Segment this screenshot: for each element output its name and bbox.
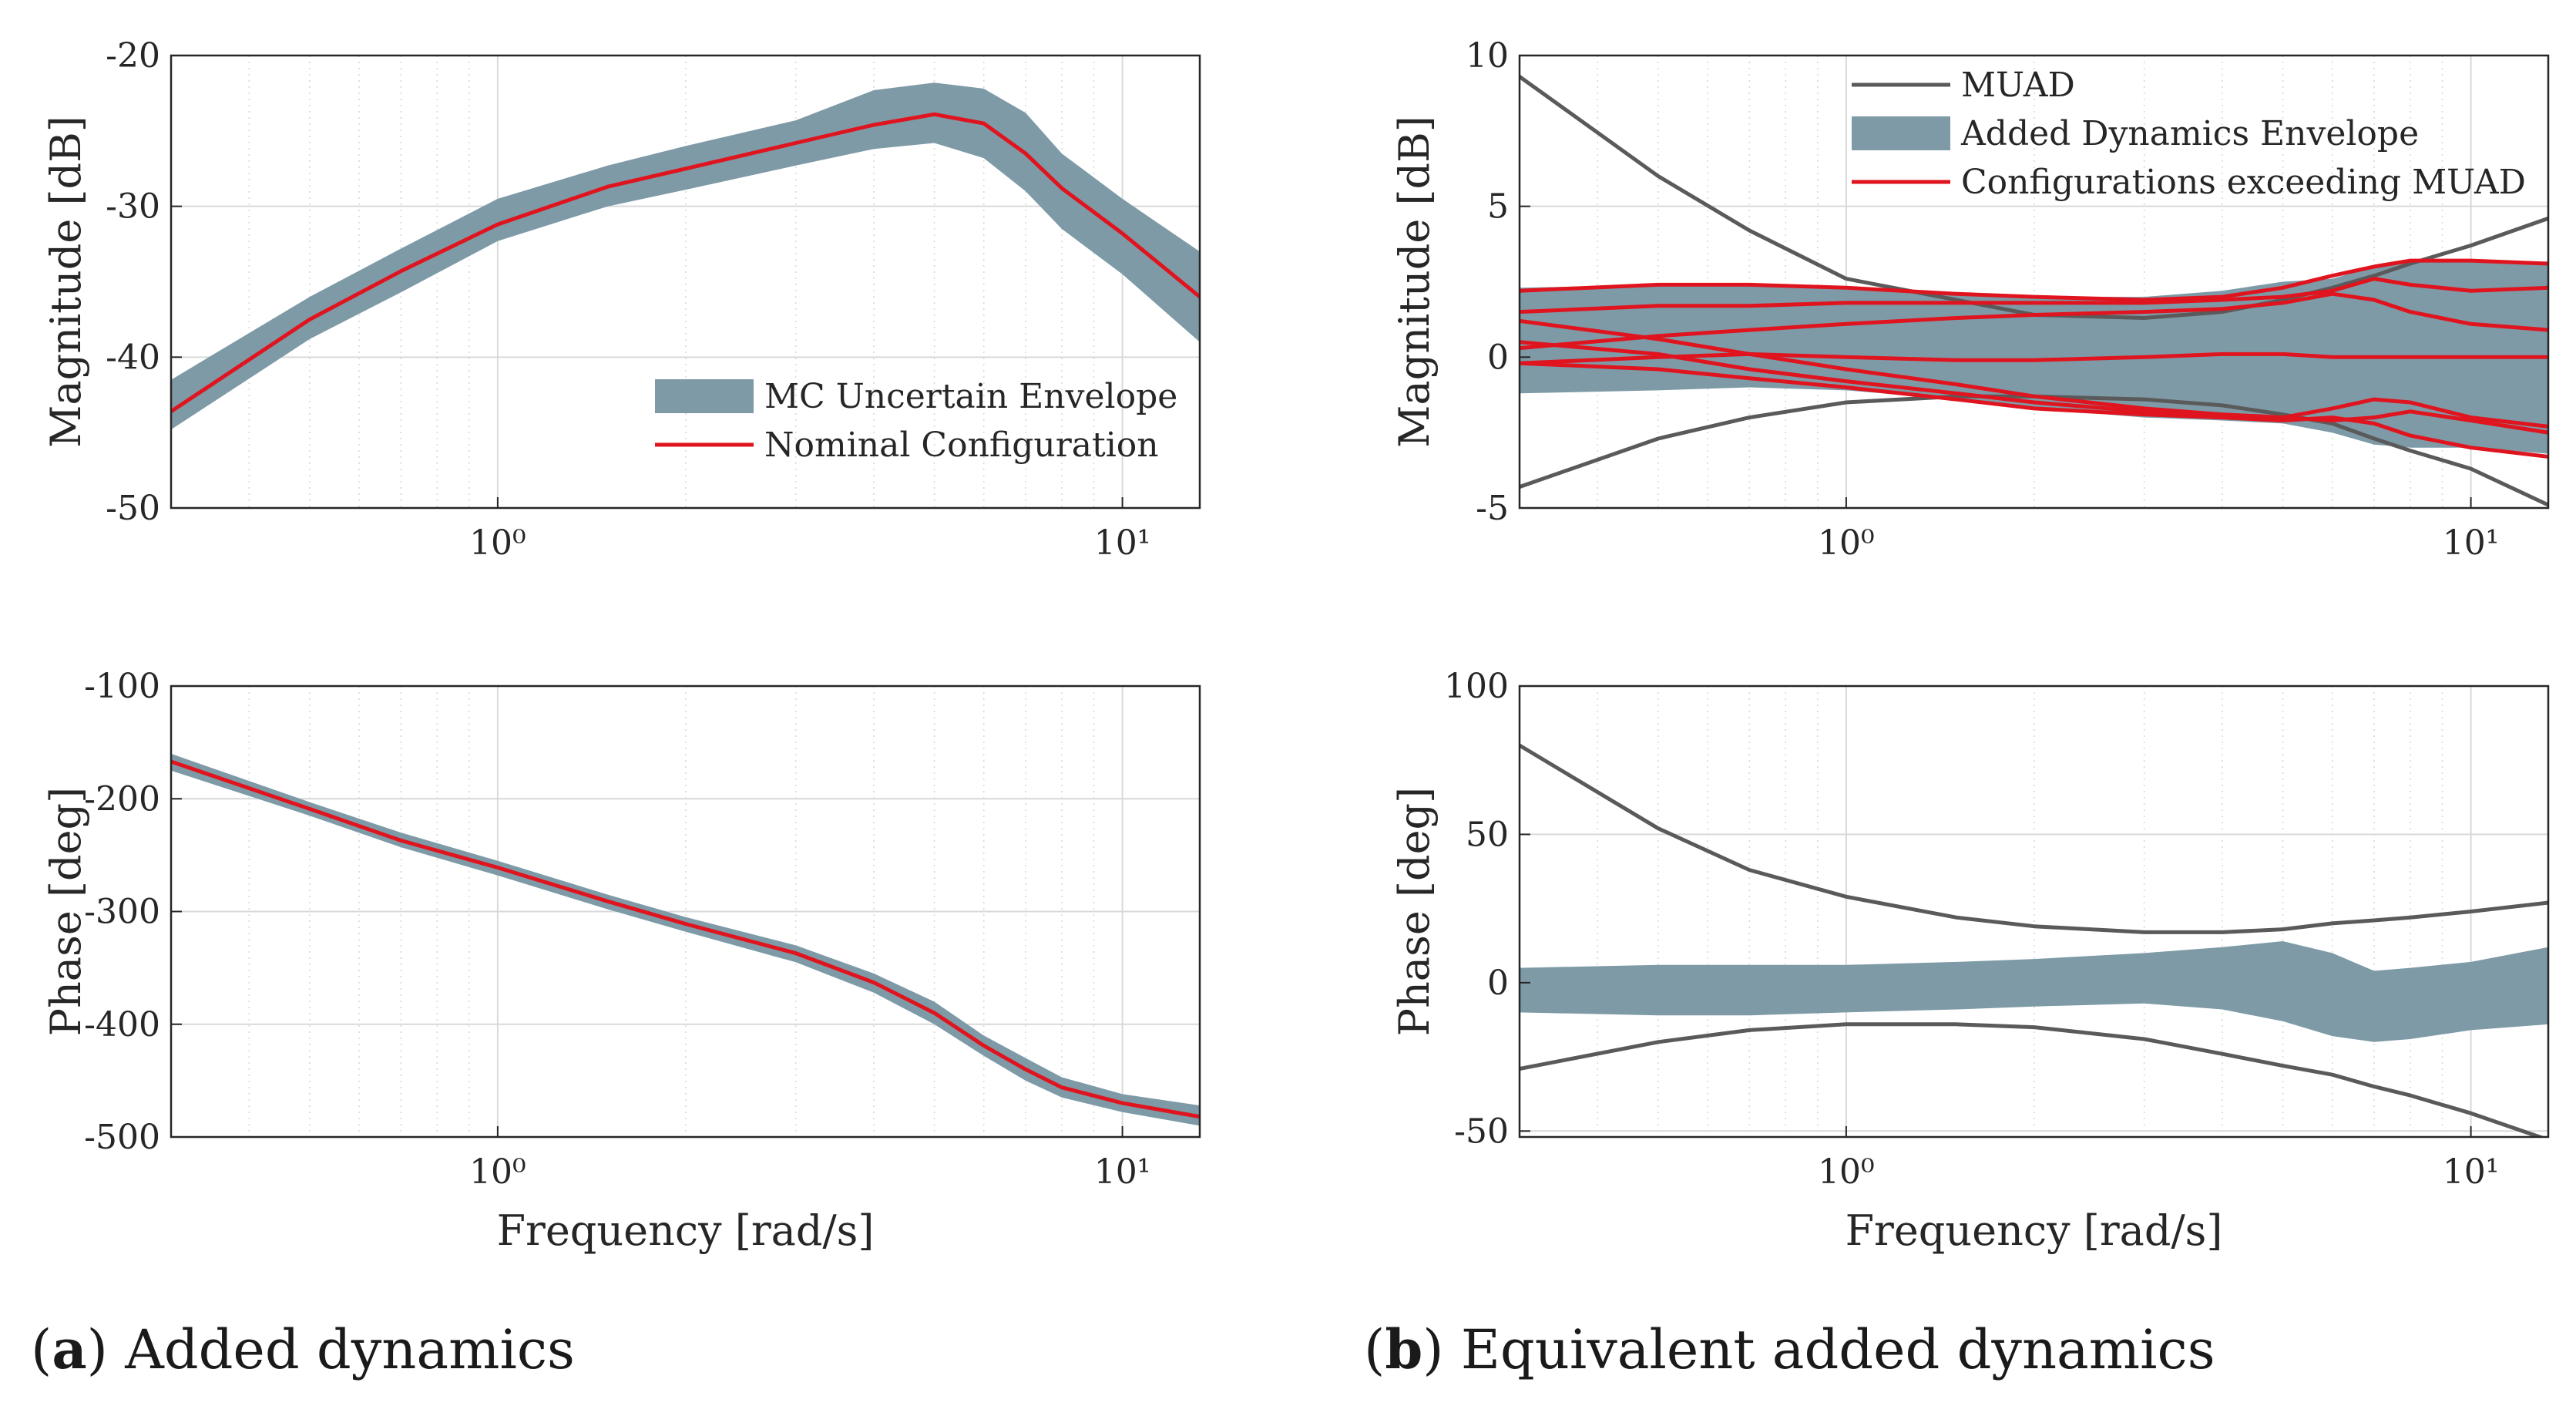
y-tick-label: 10 [1466,36,1509,76]
axes-box [170,54,1201,510]
y-tick-label: 0 [1487,338,1509,377]
caption-a-text: Added dynamics [124,1318,575,1381]
legend-label: Nominal Configuration [764,426,1159,465]
muad-line-0 [1520,74,2548,320]
y-tick-label: -300 [84,893,160,932]
series-line-4 [1520,277,2548,314]
legend: MUAD Added Dynamics Envelope Configuration… [1852,66,2526,202]
axes-box [1518,684,2550,1139]
x-tick-label: 10⁰ [469,523,526,563]
x-tick-label: 10⁰ [469,1152,526,1192]
y-tick-label: 5 [1487,187,1509,227]
y-tick-label: -50 [106,489,160,528]
caption-a-tag: a [52,1317,86,1381]
y-tick-label: -400 [84,1005,160,1044]
muad-line-1 [1520,1022,2546,1137]
envelope-band [1520,261,2548,454]
y-axis-label: Phase [deg] [42,787,90,1036]
series-line-8 [1520,340,2548,429]
y-tick-label: -20 [106,36,160,76]
muad-line-0 [1520,743,2548,934]
series-line-9 [1520,361,2548,459]
y-tick-label: 0 [1487,964,1509,1003]
legend-label: MC Uncertain Envelope [764,377,1177,416]
muad-line-1 [1520,394,2548,507]
y-tick-label: -500 [84,1118,160,1157]
envelope-band [171,82,1200,430]
series-line-5 [1520,291,2548,351]
series-line-6 [1520,352,2548,365]
legend-swatch-envelope [655,379,754,413]
y-tick-label: -50 [1454,1112,1509,1151]
y-tick-label: -30 [106,187,160,227]
plot-area [1520,743,2548,1137]
y-axis-label: Phase [deg] [1390,787,1439,1036]
x-axis-label: Frequency [rad/s] [1846,1206,2223,1255]
series-line-1 [171,112,1200,414]
x-tick-label: 10¹ [1094,523,1151,563]
x-axis-label: Frequency [rad/s] [497,1206,875,1255]
x-tick-label: 10¹ [1094,1152,1151,1192]
legend-label: MUAD [1961,66,2075,105]
series-line-1 [171,759,1200,1119]
plot-area [171,82,1200,430]
legend-label: Configurations exceeding MUAD [1961,163,2526,202]
y-tick-label: -40 [106,338,160,377]
caption-b-text: Equivalent added dynamics [1461,1318,2215,1381]
panel-b-magnitude: 10 5 0 -5 10⁰ 10¹ Magnitude [dB] MUAD Added Dyna… [1390,36,2550,563]
envelope-band [1520,941,2548,1042]
y-tick-label: 100 [1444,667,1509,706]
panel-a-magnitude: -20 -30 -40 -50 10⁰ 10¹ Magnitude [dB] MC Uncer… [42,36,1201,563]
y-axis-label: Magnitude [dB] [1390,116,1439,448]
axes-box [1518,54,2550,510]
plot-area [171,753,1200,1126]
legend-label: Added Dynamics Envelope [1960,114,2419,153]
x-tick-label: 10¹ [2443,523,2500,563]
legend-swatch-envelope [1852,116,1950,150]
y-tick-label: 50 [1466,815,1509,854]
legend: MC Uncertain Envelope Nominal Configurati… [655,377,1177,465]
x-tick-label: 10¹ [2443,1152,2500,1192]
y-tick-label: -5 [1476,489,1509,528]
caption-b: (b) Equivalent added dynamics [1364,1317,2215,1381]
series-line-3 [1520,258,2548,302]
x-tick-label: 10⁰ [1818,523,1875,563]
caption-b-tag: b [1385,1317,1422,1381]
caption-a: (a) Added dynamics [31,1317,575,1381]
y-axis-label: Magnitude [dB] [42,116,90,448]
y-tick-label: -100 [84,667,160,706]
x-tick-label: 10⁰ [1818,1152,1875,1192]
y-tick-label: -200 [84,779,160,819]
panel-b-phase: 100 50 0 -50 10⁰ 10¹ Phase [deg] Frequency [rad… [1390,667,2550,1255]
plot-area [1520,74,2548,507]
panel-a-phase: -100 -200 -300 -400 -500 10⁰ 10¹ Phase [deg] Fre… [42,667,1201,1255]
